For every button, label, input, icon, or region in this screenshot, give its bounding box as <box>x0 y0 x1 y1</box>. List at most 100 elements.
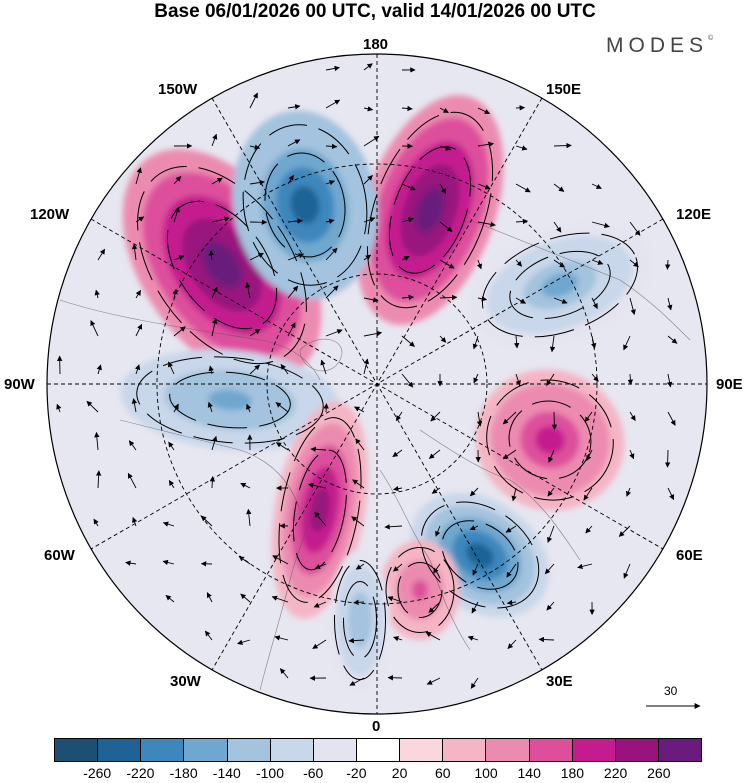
streamline <box>343 581 377 659</box>
wind-vector <box>439 221 453 232</box>
streamline <box>242 124 368 286</box>
colorbar-tick-label: -260 <box>83 765 112 781</box>
colorbar-bin <box>184 739 228 761</box>
lon-label-60w: 60W <box>44 547 75 564</box>
wind-vector <box>428 601 441 613</box>
wind-vector <box>325 65 340 72</box>
colorbar-bin <box>313 739 357 761</box>
streamlines <box>136 111 639 680</box>
colorbar-bin <box>400 739 444 761</box>
lon-label-90e: 90E <box>716 376 743 393</box>
wind-vector <box>472 335 479 350</box>
wind-vector <box>131 243 138 261</box>
wind-vector <box>477 107 491 115</box>
wind-vector <box>502 411 517 425</box>
wind-vector <box>472 563 479 576</box>
wind-vector <box>507 639 517 649</box>
wind-vector <box>238 556 251 565</box>
wind-vector <box>325 143 338 150</box>
wind-vector <box>553 297 568 304</box>
wind-vector <box>513 335 520 349</box>
wind-vector <box>425 631 441 641</box>
wind-vector <box>538 636 555 643</box>
wind-vector <box>173 206 180 223</box>
colorbar-tick-label: 260 <box>647 765 671 781</box>
anomaly-centre <box>330 550 390 690</box>
wind-vector <box>439 145 452 151</box>
wind-vector <box>96 364 102 375</box>
wind-vector <box>312 639 327 649</box>
wind-vector <box>173 403 179 413</box>
streamline <box>169 371 291 429</box>
wind-vector <box>287 139 301 147</box>
wind-vector <box>401 105 413 112</box>
streamline <box>420 501 540 609</box>
wind-vector <box>200 515 213 527</box>
anomaly-centre <box>380 540 460 640</box>
colorbar-bin <box>529 739 573 761</box>
wind-vector <box>207 401 213 413</box>
colorbar-bin <box>572 739 616 761</box>
streamline <box>389 146 471 274</box>
colorbar-tick-label: -140 <box>212 765 241 781</box>
wind-vector <box>629 411 636 422</box>
modes-logo: MODES© <box>606 34 713 58</box>
wind-vector <box>127 472 137 489</box>
wind-vector <box>274 635 289 641</box>
wind-vector <box>629 449 635 460</box>
graticule <box>47 54 707 714</box>
colorbar-ticks: -260 -220 -180 -140 -100 -60 -20 20 60 100 140 180 2… <box>54 765 702 783</box>
wind-vector <box>591 259 604 265</box>
wind-vector <box>128 440 137 451</box>
wind-vector <box>546 601 555 611</box>
wind-vector <box>431 487 441 494</box>
wind-vector <box>477 221 496 227</box>
wind-vector <box>553 259 566 268</box>
streamline <box>481 232 639 338</box>
colorbar-bin <box>443 739 487 761</box>
polar-map <box>46 53 708 715</box>
wind-vector <box>354 406 365 413</box>
wind-vector <box>430 411 441 422</box>
wind-vector <box>279 668 289 679</box>
wind-vector <box>505 525 517 533</box>
wind-vector <box>467 635 479 641</box>
lon-label-30e: 30E <box>546 673 573 690</box>
wind-vector <box>314 511 327 527</box>
wind-vector <box>97 248 106 261</box>
wind-vector <box>249 252 264 261</box>
wind-vector <box>246 403 252 413</box>
wind-vector <box>135 167 142 185</box>
wind-vector <box>287 285 299 299</box>
wind-vector <box>135 289 141 299</box>
streamline <box>397 562 443 618</box>
wind-vector <box>125 560 137 566</box>
wind-vector <box>667 297 673 311</box>
wind-vector <box>439 107 449 113</box>
wind-vector <box>629 297 636 316</box>
wind-vector <box>477 183 491 190</box>
wind-vector <box>547 487 555 497</box>
wind-vector <box>287 218 303 224</box>
wind-vector <box>237 639 251 645</box>
wind-vector <box>585 525 593 534</box>
wind-vector <box>211 177 223 185</box>
lon-label-120w: 120W <box>30 206 70 223</box>
streamline <box>137 165 307 365</box>
wind-vector <box>246 508 252 527</box>
wind-vector <box>387 596 403 603</box>
colorbar-bin <box>615 739 659 761</box>
colorbar-tick-label: -100 <box>255 765 285 781</box>
wind-vector <box>623 563 631 579</box>
wind-vector <box>393 636 403 642</box>
colorbar <box>54 738 702 762</box>
wind-vector <box>211 133 218 147</box>
wind-vector <box>206 592 213 603</box>
wind-vector <box>165 594 175 603</box>
wind-vector <box>168 361 175 375</box>
wind-vector <box>135 216 145 223</box>
wind-vector <box>665 259 671 270</box>
wind-vector <box>591 183 602 189</box>
wind-vector <box>544 563 555 575</box>
wind-vector <box>325 247 338 261</box>
